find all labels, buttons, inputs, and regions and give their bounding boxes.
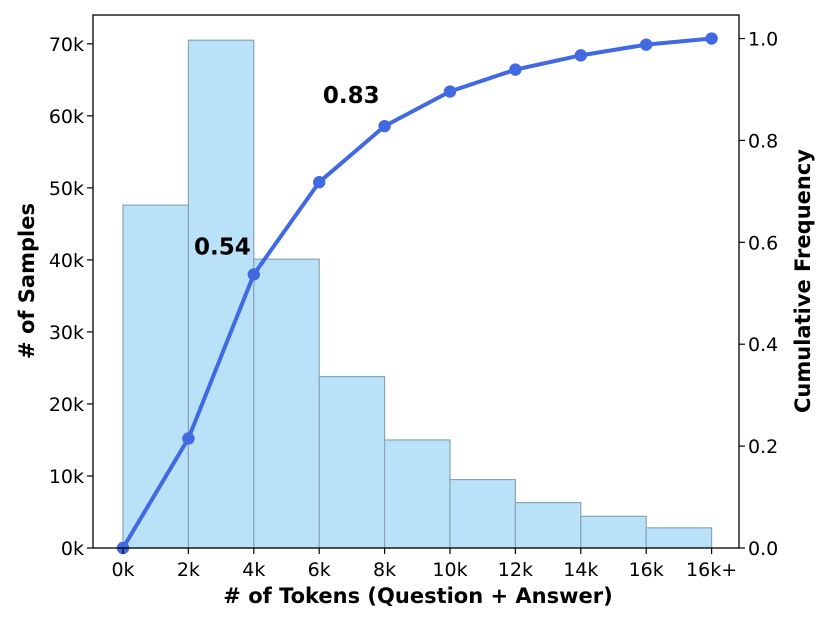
- x-axis-label: # of Tokens (Question + Answer): [223, 584, 612, 608]
- y-tick-label: 0k: [61, 538, 84, 560]
- x-tick-label: 4k: [242, 559, 265, 581]
- y-tick-label: 40k: [49, 250, 84, 272]
- annotation-label: 0.54: [194, 234, 251, 260]
- y2-tick-label: 0.6: [748, 232, 778, 254]
- x-tick-label: 6k: [308, 559, 331, 581]
- cumulative-point: [378, 119, 391, 133]
- histogram-bar: [449, 478, 517, 549]
- cumulative-point: [182, 432, 195, 445]
- cumulative-point: [574, 49, 587, 62]
- y2-axis-label: Cumulative Frequency: [791, 149, 815, 413]
- x-tick-label: 16k+: [686, 559, 737, 581]
- x-tick-label: 16k: [629, 559, 664, 581]
- histogram-bar: [384, 439, 451, 549]
- cumulative-line-layer: [116, 32, 718, 555]
- histogram-bar: [187, 39, 255, 549]
- histogram-bar: [253, 258, 320, 549]
- cumulative-line: [121, 36, 712, 550]
- cumulative-point: [247, 268, 260, 281]
- y2-ticks: 0.0 0.2 0.4 0.6 0.8 1.0: [739, 29, 778, 560]
- cumulative-point: [509, 63, 522, 76]
- y2-tick-label: 0.2: [748, 436, 778, 458]
- x-ticks: 0k 2k 4k 6k 8k 10k 12k 14k 16k 16k+: [111, 548, 737, 581]
- histogram-bar: [318, 375, 386, 549]
- annotation-label: 0.83: [323, 83, 380, 109]
- x-tick-label: 0k: [111, 559, 134, 581]
- y-tick-label: 70k: [49, 34, 84, 56]
- cumulative-point: [705, 32, 718, 45]
- x-tick-label: 2k: [177, 559, 200, 581]
- x-tick-label: 8k: [373, 559, 396, 581]
- y-tick-label: 20k: [49, 394, 84, 416]
- y-ticks: 0k 10k 20k 30k 40k 50k 60k 70k: [49, 34, 93, 560]
- y-tick-label: 30k: [49, 322, 84, 344]
- y2-tick-label: 1.0: [748, 29, 778, 51]
- y-tick-label: 50k: [49, 178, 84, 200]
- cumulative-point: [443, 85, 457, 98]
- x-tick-label: 14k: [563, 559, 598, 581]
- cumulative-point: [640, 38, 653, 51]
- bars-layer: [122, 39, 713, 549]
- histogram-bar: [514, 502, 582, 549]
- histogram-bar: [645, 527, 713, 549]
- x-tick-label: 12k: [498, 559, 533, 581]
- y-tick-label: 60k: [49, 106, 84, 128]
- y2-tick-label: 0.0: [748, 538, 778, 560]
- histogram-bar: [580, 515, 647, 549]
- x-tick-label: 10k: [432, 559, 467, 581]
- y2-tick-label: 0.8: [748, 130, 778, 152]
- y-tick-label: 10k: [49, 466, 84, 488]
- y-axis-label: # of Samples: [15, 203, 39, 359]
- annotations-layer: 0.54 0.83: [194, 83, 380, 260]
- y2-tick-label: 0.4: [748, 334, 778, 356]
- plot-frame: [92, 14, 740, 549]
- cumulative-point: [313, 176, 326, 189]
